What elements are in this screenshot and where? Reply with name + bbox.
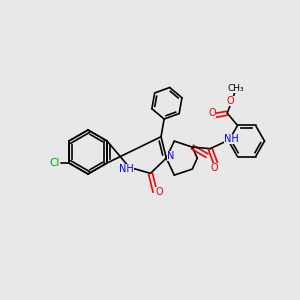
Text: O: O [211, 163, 218, 173]
Text: N: N [167, 151, 174, 161]
Text: O: O [155, 187, 163, 197]
Text: Cl: Cl [50, 158, 60, 168]
Text: O: O [227, 96, 235, 106]
Text: NH: NH [224, 134, 239, 144]
Text: CH₃: CH₃ [228, 84, 244, 93]
Text: O: O [209, 108, 216, 118]
Text: NH: NH [119, 164, 134, 174]
